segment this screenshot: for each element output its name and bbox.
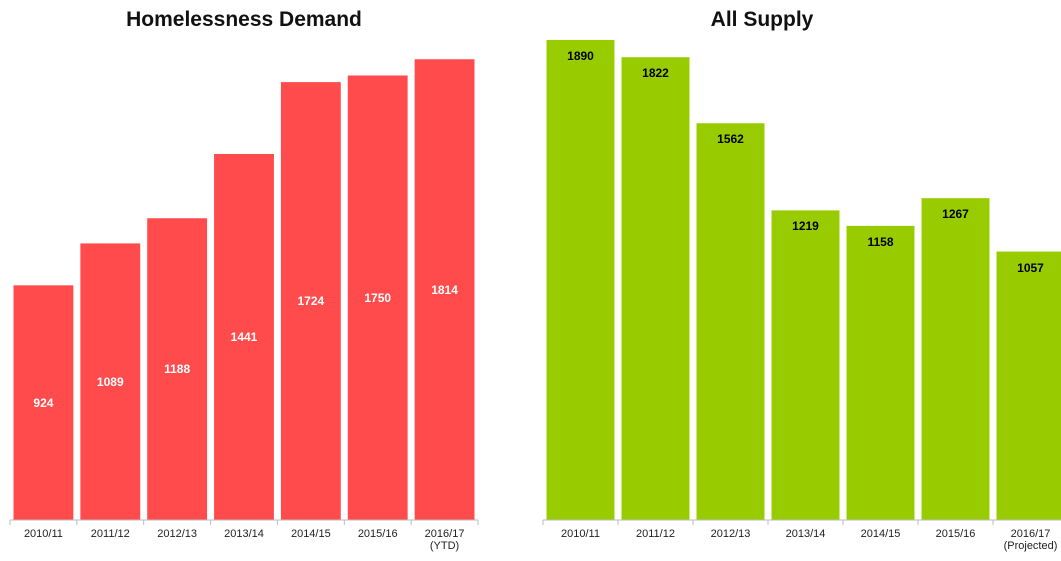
value-label: 1219 xyxy=(792,219,819,234)
bar xyxy=(347,75,408,520)
x-tick-label: 2012/13 xyxy=(710,528,751,540)
x-tick-label: 2013/14 xyxy=(224,528,264,540)
x-tick-label: 2010/11 xyxy=(561,528,600,540)
bar xyxy=(214,153,274,520)
x-tick-label: 2011/12 xyxy=(636,528,675,540)
bar xyxy=(280,82,341,520)
value-label: 1188 xyxy=(164,362,191,377)
x-tick-label: 2015/16 xyxy=(357,528,398,540)
bar xyxy=(996,251,1061,520)
value-label: 1562 xyxy=(717,132,744,147)
value-label: 1158 xyxy=(867,234,894,249)
x-tick-label: 2012/13 xyxy=(157,528,198,540)
bar xyxy=(696,123,765,520)
bar xyxy=(771,210,840,520)
bar xyxy=(846,225,915,521)
value-label: 1822 xyxy=(642,66,669,81)
x-tick-label: 2011/12 xyxy=(90,528,130,540)
bar xyxy=(147,218,208,521)
value-label: 1814 xyxy=(431,282,458,297)
bar xyxy=(414,59,475,521)
chart-title: Homelessness Demand xyxy=(126,8,362,31)
chart-title: All Supply xyxy=(710,8,814,31)
value-label: 1724 xyxy=(297,294,325,309)
value-label: 1750 xyxy=(364,290,392,305)
value-label: 1089 xyxy=(96,374,124,389)
x-tick-label: 2016/17 (YTD) xyxy=(424,528,465,552)
bar xyxy=(13,285,74,520)
x-tick-label: 2014/15 xyxy=(860,528,901,540)
value-label: 1267 xyxy=(942,207,969,222)
bar xyxy=(621,57,690,520)
value-label: 1057 xyxy=(1017,260,1044,275)
x-tick-label: 2015/16 xyxy=(935,528,976,540)
x-tick-label: 2014/15 xyxy=(290,528,331,540)
value-label: 924 xyxy=(33,395,54,410)
x-tick-label: 2013/14 xyxy=(785,528,826,540)
x-tick-label: 2016/17 (Projected) xyxy=(1003,528,1058,552)
bar xyxy=(921,198,990,520)
bar xyxy=(80,243,141,521)
value-label: 1441 xyxy=(230,329,258,344)
value-label: 1890 xyxy=(567,48,594,63)
x-tick-label: 2010/11 xyxy=(23,528,63,540)
bar xyxy=(546,39,615,520)
